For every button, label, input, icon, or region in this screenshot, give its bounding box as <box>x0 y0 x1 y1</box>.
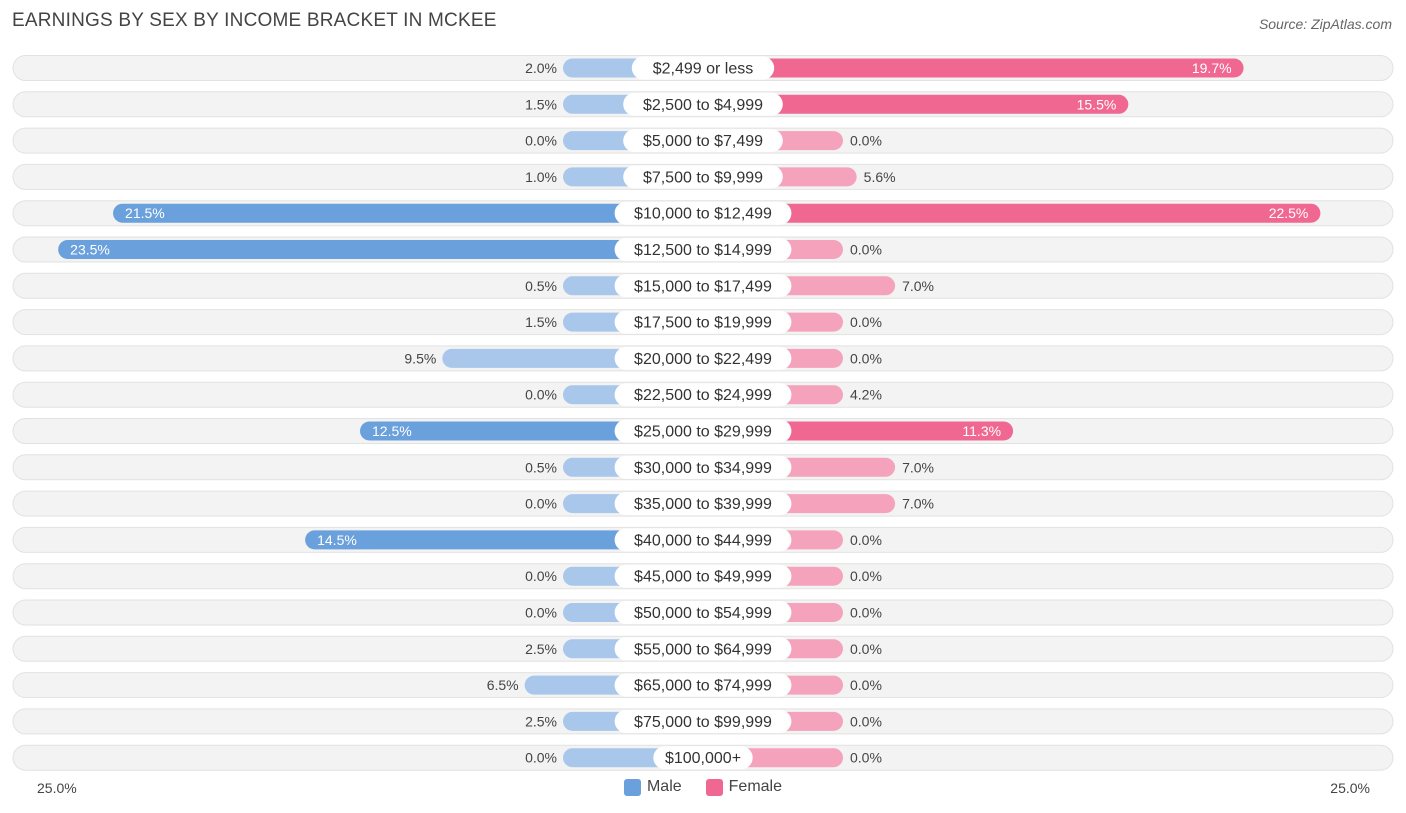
category-label-pill <box>614 455 792 479</box>
male-bar <box>58 240 704 259</box>
category-label: $30,000 to $34,999 <box>634 460 772 477</box>
category-label-pill <box>623 92 783 116</box>
category-label: $45,000 to $49,999 <box>634 569 772 586</box>
legend-item-male: Male <box>623 778 682 796</box>
male-value-label: 0.5% <box>525 278 557 294</box>
male-value-label: 1.5% <box>525 96 557 112</box>
male-value-label: 1.0% <box>525 169 557 185</box>
category-label: $2,499 or less <box>653 61 754 78</box>
category-label-pill <box>614 528 792 552</box>
male-value-label: 6.5% <box>487 677 519 693</box>
category-label-pill <box>614 673 792 697</box>
female-bar <box>703 203 1321 223</box>
female-value-label: 0.0% <box>850 750 882 766</box>
category-label: $2,500 to $4,999 <box>643 97 763 114</box>
category-label: $40,000 to $44,999 <box>634 532 772 549</box>
male-bar <box>305 530 703 550</box>
category-label: $22,500 to $24,999 <box>634 387 772 404</box>
female-value-label: 7.0% <box>902 496 934 512</box>
male-value-label: 0.0% <box>525 133 557 149</box>
category-label: $50,000 to $54,999 <box>634 605 772 622</box>
category-label: $100,000+ <box>665 750 741 767</box>
category-label: $35,000 to $39,999 <box>634 496 772 513</box>
female-bar <box>703 58 1244 78</box>
female-value-label: 15.5% <box>1077 96 1117 112</box>
category-label: $17,500 to $19,999 <box>634 315 772 332</box>
category-label-pill <box>623 129 783 153</box>
male-value-label: 2.5% <box>525 713 557 729</box>
female-value-label: 5.6% <box>864 169 896 185</box>
source-label: Source: ZipAtlas.com <box>1258 16 1392 32</box>
male-value-label: 0.0% <box>525 750 557 766</box>
female-value-label: 0.0% <box>850 605 882 621</box>
male-value-label: 2.0% <box>525 60 557 76</box>
male-value-label: 1.5% <box>525 314 557 330</box>
category-label: $20,000 to $22,499 <box>634 351 772 368</box>
legend-label-female: Female <box>728 778 783 795</box>
male-bar <box>113 203 704 223</box>
category-label-pill <box>614 201 792 225</box>
male-value-label: 23.5% <box>70 242 110 258</box>
female-value-label: 19.7% <box>1192 60 1232 76</box>
female-value-label: 0.0% <box>850 677 882 693</box>
legend: Male Female <box>0 778 1406 796</box>
category-label-pill <box>614 310 792 334</box>
female-value-label: 7.0% <box>902 278 934 294</box>
category-label: $15,000 to $17,499 <box>634 278 772 295</box>
male-value-label: 12.5% <box>372 423 412 439</box>
category-label: $25,000 to $29,999 <box>634 424 772 441</box>
axis-left-label: 25.0% <box>37 780 77 796</box>
category-label-pill <box>623 165 783 189</box>
male-value-label: 21.5% <box>125 205 165 221</box>
category-label-pill <box>614 601 792 624</box>
category-label: $55,000 to $64,999 <box>634 641 772 658</box>
female-value-label: 0.0% <box>850 242 882 258</box>
chart-canvas: 2.0% 19.7% $2,499 or less 1.5% 15.5% $2,500 t… <box>12 55 1394 771</box>
female-value-label: 0.0% <box>850 350 882 366</box>
female-value-label: 11.3% <box>962 423 1001 439</box>
male-value-label: 0.0% <box>525 387 557 403</box>
male-value-label: 2.5% <box>525 641 557 657</box>
category-label-pill <box>614 274 792 298</box>
female-value-label: 0.0% <box>850 713 882 729</box>
female-value-label: 7.0% <box>902 459 934 475</box>
female-value-label: 0.0% <box>850 314 882 330</box>
legend-swatch-female <box>705 778 723 796</box>
legend-swatch-male <box>623 778 641 796</box>
category-label-pill <box>631 56 775 80</box>
male-value-label: 0.5% <box>525 459 557 475</box>
male-value-label: 0.0% <box>525 605 557 621</box>
category-label-pill <box>614 637 792 661</box>
female-value-label: 0.0% <box>850 133 882 149</box>
male-value-label: 14.5% <box>317 532 357 548</box>
male-value-label: 9.5% <box>404 350 436 366</box>
legend-item-female: Female <box>705 778 783 796</box>
category-label-pill <box>614 492 792 516</box>
category-label: $75,000 to $99,999 <box>634 714 772 731</box>
category-label-pill <box>614 346 792 370</box>
category-label-pill <box>614 419 792 443</box>
category-label: $12,500 to $14,999 <box>634 242 772 259</box>
male-value-label: 0.0% <box>525 568 557 584</box>
chart-title: EARNINGS BY SEX BY INCOME BRACKET IN MCK… <box>12 10 497 31</box>
female-value-label: 0.0% <box>850 568 882 584</box>
category-label: $65,000 to $74,999 <box>634 678 772 695</box>
axis-right-label: 25.0% <box>1330 780 1370 796</box>
category-label-pill <box>614 238 792 261</box>
category-label-pill <box>614 564 792 588</box>
category-label: $7,500 to $9,999 <box>643 169 763 186</box>
category-label-pill <box>653 746 753 770</box>
legend-label-male: Male <box>646 778 682 795</box>
category-label: $10,000 to $12,499 <box>634 206 772 223</box>
male-value-label: 0.0% <box>525 496 557 512</box>
female-value-label: 0.0% <box>850 532 882 548</box>
category-label-pill <box>614 383 792 407</box>
category-label: $5,000 to $7,499 <box>643 133 763 150</box>
category-label-pill <box>614 709 792 733</box>
female-value-label: 22.5% <box>1269 205 1309 221</box>
female-value-label: 0.0% <box>850 641 882 657</box>
female-value-label: 4.2% <box>850 387 882 403</box>
female-bar <box>703 94 1129 114</box>
